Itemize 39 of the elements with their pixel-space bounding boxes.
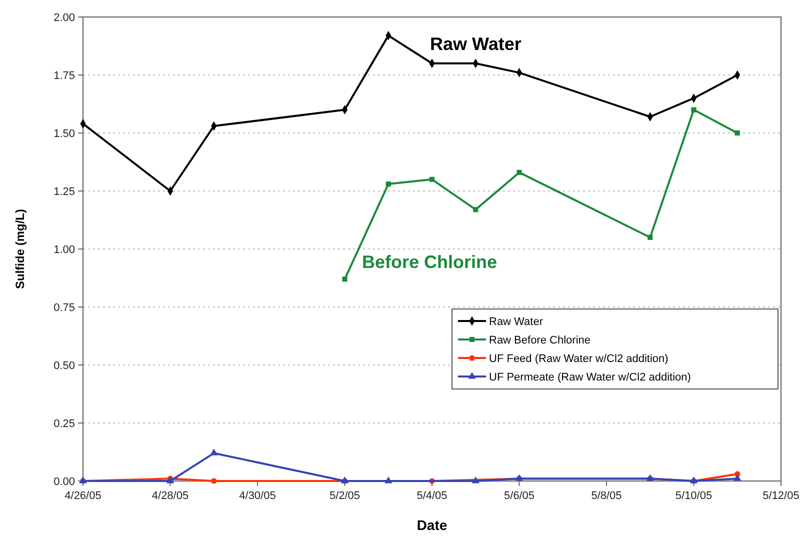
legend-label: UF Permeate (Raw Water w/Cl2 addition): [489, 371, 691, 384]
point: [386, 181, 391, 187]
x-tick-label: 5/6/05: [504, 490, 535, 502]
y-tick-label: 0.25: [54, 418, 75, 430]
y-tick-label: 1.50: [54, 128, 75, 140]
x-tick-label: 5/12/05: [762, 490, 800, 502]
x-tick-label: 5/10/05: [675, 490, 712, 502]
x-tick-label: 5/8/05: [591, 490, 622, 502]
y-tick-label: 1.00: [54, 244, 75, 256]
annotation: Raw Water: [430, 34, 522, 54]
point: [472, 476, 480, 484]
annotation: Before Chlorine: [362, 252, 498, 272]
y-tick-label: 1.25: [54, 186, 75, 198]
point: [734, 130, 740, 136]
point: [473, 207, 478, 212]
point: [691, 107, 696, 112]
x-tick-label: 4/28/05: [152, 490, 189, 502]
point: [648, 234, 653, 240]
y-axis-title: Sulfide (mg/L): [13, 209, 27, 289]
point: [516, 170, 522, 175]
point: [210, 448, 218, 456]
y-tick-label: 1.75: [54, 70, 75, 82]
x-tick-label: 4/30/05: [239, 490, 276, 502]
point: [384, 476, 392, 484]
x-tick-label: 5/4/05: [416, 490, 448, 502]
point: [734, 474, 742, 481]
point: [211, 478, 217, 484]
y-tick-label: 0.00: [54, 476, 75, 488]
x-tick-label: 5/2/05: [329, 490, 360, 502]
y-tick-label: 2.00: [54, 12, 75, 24]
point: [342, 276, 348, 282]
legend-label: UF Feed (Raw Water w/Cl2 addition): [489, 352, 668, 365]
x-tick-label: 4/26/05: [64, 490, 102, 502]
x-axis-title: Date: [416, 517, 448, 533]
legend-label: Raw Before Chlorine: [489, 334, 590, 346]
point: [429, 176, 435, 182]
y-tick-label: 0.75: [54, 302, 75, 314]
y-tick-label: 0.50: [54, 360, 75, 372]
legend-label: Raw Water: [489, 316, 544, 328]
